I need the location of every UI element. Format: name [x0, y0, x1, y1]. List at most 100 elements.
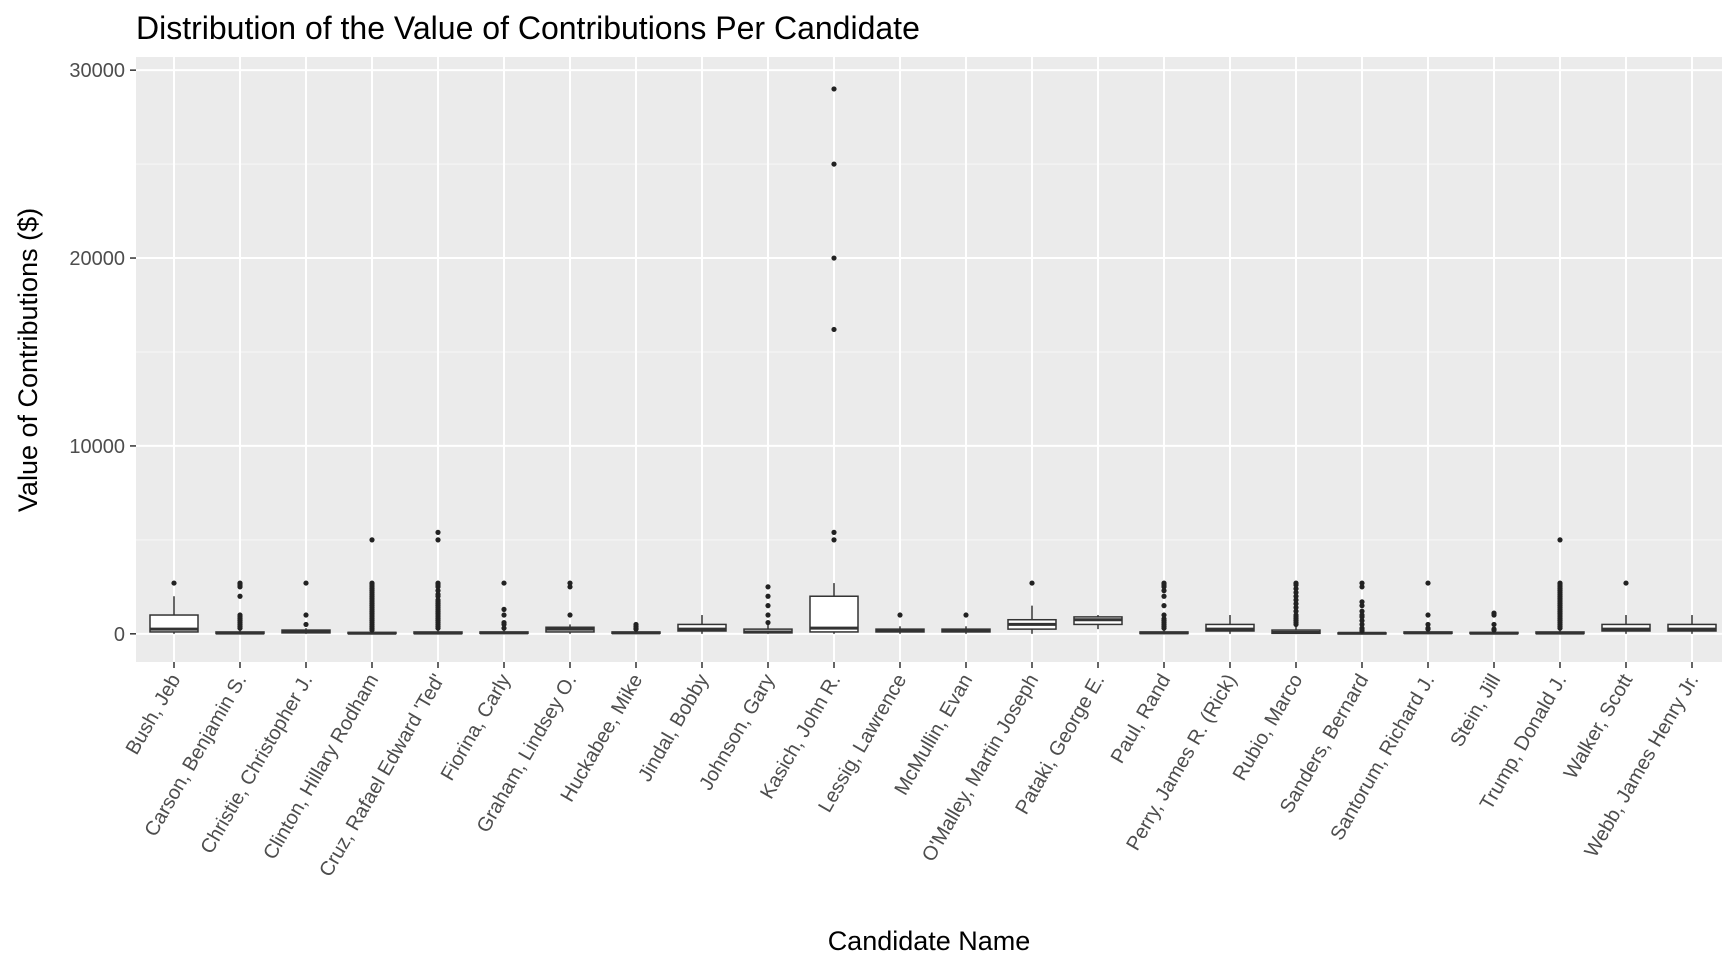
outlier-point	[303, 580, 309, 586]
outlier-point	[171, 580, 177, 586]
outlier-point	[1425, 625, 1431, 631]
outlier-point	[237, 593, 243, 599]
outlier-point	[1161, 616, 1167, 622]
y-tick-label: 0	[114, 624, 125, 646]
outlier-point	[1359, 603, 1365, 609]
outlier-point	[1029, 580, 1035, 586]
box-1	[215, 580, 265, 635]
box-10	[809, 86, 859, 634]
y-tick-label: 30000	[69, 60, 125, 82]
outlier-point	[1425, 621, 1431, 628]
outlier-point	[435, 591, 441, 597]
box-12	[941, 612, 991, 634]
outlier-point	[963, 612, 969, 618]
box-23	[1667, 615, 1717, 634]
box-19	[1403, 580, 1453, 635]
y-axis-title: Value of Contributions ($)	[13, 208, 43, 512]
outlier-point	[765, 612, 771, 618]
outlier-point	[1359, 618, 1365, 624]
y-tick-label: 10000	[69, 436, 125, 458]
outlier-point	[567, 584, 573, 590]
outlier-point	[237, 612, 243, 618]
outlier-point	[831, 537, 837, 543]
outlier-point	[237, 580, 243, 586]
outlier-point	[501, 580, 507, 586]
x-tick-label: Christie, Christopher J.	[197, 671, 318, 858]
box-9	[743, 584, 793, 634]
outlier-point	[765, 584, 771, 590]
outlier-point	[1359, 612, 1365, 618]
outlier-point	[831, 161, 837, 167]
outlier-point	[897, 612, 903, 618]
chart-title: Distribution of the Value of Contributio…	[136, 10, 920, 46]
outlier-point	[303, 612, 309, 618]
x-tick-label: Jindal, Bobby	[634, 671, 713, 786]
outlier-point	[1161, 588, 1167, 594]
outlier-point	[1293, 593, 1299, 599]
boxes-layer	[149, 86, 1717, 635]
outlier-point	[567, 612, 573, 618]
x-tick-label: Rubio, Marco	[1229, 671, 1308, 785]
outlier-point	[765, 619, 771, 626]
major-gridlines	[136, 57, 1722, 662]
outlier-point	[1293, 589, 1299, 596]
outlier-point	[831, 86, 837, 92]
box-13	[1007, 580, 1057, 634]
x-tick-label: Clinton, Hillary Rodham	[259, 671, 383, 864]
x-axis-title: Candidate Name	[828, 926, 1031, 956]
y-axis: 0 10000 20000 30000	[69, 60, 136, 646]
box-5	[479, 580, 529, 635]
minor-gridlines	[136, 163, 1722, 541]
box-15	[1139, 580, 1189, 635]
outlier-point	[831, 255, 837, 261]
box-20	[1469, 610, 1519, 635]
box-17	[1271, 580, 1321, 635]
outlier-point	[501, 606, 507, 612]
outlier-point	[369, 537, 375, 543]
outlier-point	[1359, 580, 1365, 586]
outlier-point	[1293, 608, 1299, 614]
x-tick-label: Walker, Scott	[1560, 670, 1638, 783]
outlier-point	[1161, 593, 1167, 599]
outlier-point	[1359, 621, 1365, 628]
outlier-point	[1359, 608, 1365, 614]
outlier-point	[831, 529, 837, 535]
box-4	[413, 529, 463, 635]
box-0	[149, 580, 199, 634]
x-tick-label: O'Malley, Martin Joseph	[918, 671, 1043, 866]
outlier-point	[435, 597, 441, 603]
outlier-point	[1623, 580, 1629, 586]
box-14	[1073, 615, 1123, 630]
outlier-point	[435, 580, 441, 586]
box-8	[677, 615, 727, 634]
outlier-point	[1425, 580, 1431, 586]
outlier-point	[1161, 580, 1167, 586]
box-6	[545, 580, 595, 634]
x-tick-label: Cruz, Rafael Edward 'Ted'	[315, 671, 449, 881]
outlier-point	[1557, 580, 1563, 586]
box-22	[1601, 580, 1651, 634]
outlier-point	[435, 588, 441, 594]
outlier-point	[501, 625, 507, 631]
box-16	[1205, 615, 1255, 634]
outlier-point	[1359, 584, 1365, 590]
outlier-point	[1491, 621, 1497, 628]
box-2	[281, 580, 331, 634]
outlier-point	[1293, 586, 1299, 592]
outlier-point	[1161, 603, 1167, 609]
x-tick-label: Webb, James Henry Jr.	[1581, 671, 1704, 862]
box-3	[347, 537, 397, 635]
outlier-point	[1491, 626, 1497, 632]
outlier-point	[765, 603, 771, 609]
outlier-point	[369, 580, 375, 586]
outlier-point	[1491, 610, 1497, 616]
box-iqr	[809, 595, 859, 633]
outlier-point	[1161, 612, 1167, 618]
outlier-point	[765, 593, 771, 599]
box-21	[1535, 537, 1585, 635]
box-18	[1337, 580, 1387, 635]
outlier-point	[633, 621, 639, 628]
outlier-point	[831, 326, 837, 333]
outlier-point	[435, 529, 441, 535]
